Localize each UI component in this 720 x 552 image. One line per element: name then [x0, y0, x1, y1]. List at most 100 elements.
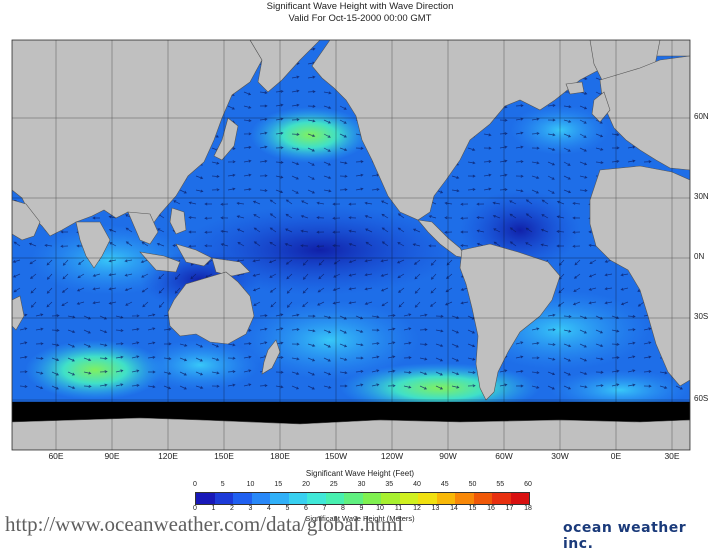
wave-direction-arrow — [220, 229, 229, 233]
wave-direction-arrow — [291, 175, 299, 180]
legend-feet-tick: 15 — [274, 481, 283, 488]
wave-direction-arrow — [419, 357, 428, 361]
legend-meter-tick: 13 — [431, 505, 440, 512]
legend-feet-tick: 20 — [302, 481, 310, 488]
wave-direction-arrow — [563, 133, 572, 138]
wave-direction-arrow — [476, 216, 485, 220]
wave-direction-arrow — [83, 315, 92, 320]
wave-direction-arrow — [403, 341, 412, 345]
wave-direction-arrow — [253, 241, 261, 247]
lat-label-30s: 30S — [694, 312, 709, 321]
wave-direction-arrow — [339, 371, 348, 375]
wave-direction-arrow — [563, 343, 572, 348]
wave-direction-arrow — [355, 187, 364, 191]
wave-direction-arrow — [604, 301, 613, 305]
wave-direction-arrow — [365, 241, 373, 247]
wave-direction-arrow — [595, 343, 604, 348]
wave-direction-arrow — [547, 328, 556, 332]
wave-direction-arrow — [275, 385, 284, 389]
wave-direction-arrow — [307, 175, 315, 180]
wave-direction-arrow — [307, 329, 316, 333]
wave-direction-arrow — [563, 189, 572, 194]
wave-direction-arrow — [302, 259, 309, 266]
wave-direction-arrow — [525, 199, 533, 205]
wave-direction-arrow — [419, 313, 428, 317]
wave-direction-arrow — [99, 315, 108, 320]
wave-direction-arrow — [428, 215, 437, 219]
wave-direction-arrow — [403, 327, 412, 331]
wave-direction-arrow — [307, 75, 316, 79]
wave-direction-arrow — [340, 384, 348, 388]
wave-direction-arrow — [451, 385, 460, 389]
wave-direction-arrow — [220, 243, 229, 247]
wave-direction-arrow — [307, 161, 315, 166]
wave-direction-arrow — [108, 301, 117, 305]
wave-direction-arrow — [158, 287, 165, 294]
wave-direction-arrow — [51, 343, 60, 347]
wave-direction-arrow — [211, 343, 220, 348]
wave-direction-arrow — [291, 103, 300, 107]
wave-direction-arrow — [515, 117, 524, 121]
source-url[interactable]: http://www.oceanweather.com/data/global.… — [5, 512, 404, 536]
wave-direction-arrow — [365, 228, 373, 233]
lon-label: 60W — [495, 451, 513, 461]
wave-direction-arrow — [332, 202, 341, 206]
wave-direction-arrow — [355, 173, 364, 177]
wave-direction-arrow — [243, 105, 252, 109]
legend-color-swatch — [233, 493, 252, 504]
wave-direction-arrow — [291, 132, 300, 136]
wave-direction-arrow — [227, 356, 236, 360]
wave-direction-arrow — [204, 216, 213, 220]
wave-direction-arrow — [307, 133, 316, 138]
lon-label: 30E — [664, 451, 680, 461]
wave-direction-arrow — [115, 329, 124, 333]
wave-direction-arrow — [643, 160, 652, 164]
wave-direction-arrow — [286, 287, 293, 294]
wave-direction-arrow — [435, 314, 444, 318]
wave-direction-arrow — [541, 199, 549, 205]
wave-direction-arrow — [515, 355, 524, 359]
wave-direction-arrow — [348, 273, 357, 277]
wave-direction-arrow — [291, 342, 300, 346]
lon-label: 90E — [104, 451, 120, 461]
wave-direction-arrow — [30, 273, 37, 279]
wave-direction-arrow — [371, 369, 380, 373]
wave-direction-arrow — [259, 327, 268, 331]
wave-direction-arrow — [291, 89, 300, 93]
legend-color-swatch — [418, 493, 437, 504]
wave-direction-arrow — [572, 301, 581, 306]
wave-direction-arrow — [572, 244, 581, 248]
wave-direction-arrow — [259, 314, 268, 318]
wave-direction-arrow — [284, 243, 293, 247]
wave-direction-arrow — [371, 341, 380, 345]
wave-direction-arrow — [83, 384, 92, 388]
wave-direction-arrow — [499, 145, 508, 149]
legend-meter-tick: 8 — [341, 505, 345, 512]
wave-direction-arrow — [179, 385, 187, 390]
wave-direction-arrow — [141, 273, 149, 278]
wave-direction-arrow — [364, 301, 373, 305]
lon-label: 30W — [551, 451, 569, 461]
wave-direction-arrow — [323, 105, 332, 110]
legend-feet-tick: 0 — [193, 481, 197, 488]
wave-direction-arrow — [380, 259, 389, 263]
wave-direction-arrow — [269, 213, 277, 219]
wave-direction-arrow — [611, 356, 620, 360]
lon-label: 120E — [158, 451, 178, 461]
legend-feet-tick: 30 — [357, 481, 366, 488]
wave-direction-arrow — [243, 159, 252, 163]
wave-direction-arrow — [371, 383, 380, 387]
wave-direction-arrow — [268, 259, 277, 264]
wave-direction-arrow — [348, 229, 357, 233]
wave-direction-arrow — [579, 371, 588, 376]
wave-direction-arrow — [307, 314, 316, 318]
wave-direction-arrow — [131, 341, 140, 345]
lon-label: 0E — [610, 451, 622, 461]
wave-direction-arrow — [285, 199, 293, 205]
wave-direction-arrow — [163, 371, 172, 375]
wave-direction-arrow — [339, 188, 348, 192]
wave-direction-arrow — [499, 383, 508, 387]
legend-feet-tick: 10 — [246, 481, 255, 488]
wave-direction-arrow — [300, 244, 309, 248]
wave-direction-arrow — [579, 175, 588, 179]
